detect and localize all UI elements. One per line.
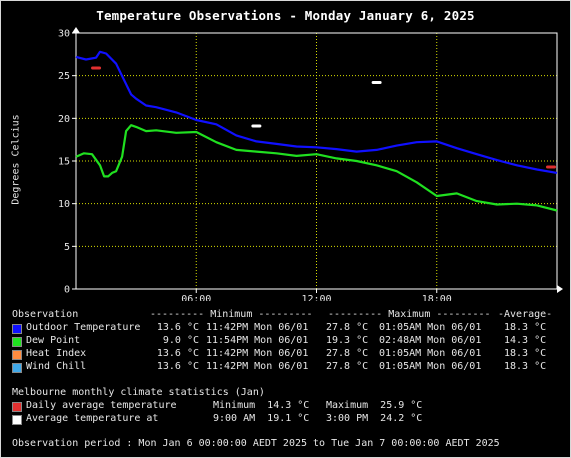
temperature-chart: 0 5 10 15 20 25 30 06:00 12:00 18:00 xyxy=(58,27,563,301)
y-tick-label: 5 xyxy=(64,242,70,253)
y-tick-label: 0 xyxy=(64,285,70,296)
stats-min-val: 13.6 °C xyxy=(156,322,199,333)
daily-average-label: Daily average temperature xyxy=(26,400,177,411)
x-tick-label: 12:00 xyxy=(301,294,331,301)
legend-swatch-dew-point xyxy=(12,337,22,347)
stats-min-time: 11:42PM Mon 06/01 xyxy=(206,322,309,333)
stats-header-minimum: --------- Minimum --------- xyxy=(150,309,313,320)
climate-marker-daily-average-temperature xyxy=(546,165,556,169)
series-line-outdoor-temperature xyxy=(75,50,558,174)
legend-swatch-outdoor-temperature xyxy=(12,324,22,334)
x-tick-label: 18:00 xyxy=(422,294,452,301)
y-axis-arrow xyxy=(72,27,80,33)
y-tick-label: 25 xyxy=(58,71,70,82)
stats-max-val: 19.3 °C xyxy=(326,335,369,346)
stats-avg: 18.3 °C xyxy=(504,361,547,372)
average-at-label: Average temperature at xyxy=(26,413,159,424)
stats-min-val: 9.0 °C xyxy=(162,335,199,346)
y-tick-label: 15 xyxy=(58,157,70,168)
stats-max-val: 27.8 °C xyxy=(326,361,369,372)
stats-label: Heat Index xyxy=(26,348,87,359)
stats-header-observation: Observation xyxy=(12,309,79,320)
stats-header-average: -Average- xyxy=(498,309,553,320)
stats-min-time: 11:42PM Mon 06/01 xyxy=(206,348,309,359)
daily-average-maximum: Maximum 25.9 °C xyxy=(326,400,423,411)
stats-max-time: 01:05AM Mon 06/01 xyxy=(379,322,482,333)
stats-avg: 18.3 °C xyxy=(504,348,547,359)
stats-min-val: 13.6 °C xyxy=(156,361,199,372)
legend-swatch-average-at xyxy=(12,415,22,425)
stats-label: Wind Chill xyxy=(26,361,87,372)
stats-label: Dew Point xyxy=(26,335,81,346)
y-axis-label: Degrees Celcius xyxy=(10,114,22,205)
legend-swatch-daily-average xyxy=(12,402,22,412)
average-at-afternoon: 3:00 PM 24.2 °C xyxy=(326,413,423,424)
stats-max-val: 27.8 °C xyxy=(326,348,369,359)
x-tick-label: 06:00 xyxy=(181,294,211,301)
stats-avg: 14.3 °C xyxy=(504,335,547,346)
stats-max-time: 01:05AM Mon 06/01 xyxy=(379,348,482,359)
y-tick-label: 30 xyxy=(58,29,70,40)
y-tick-label: 10 xyxy=(58,199,70,210)
climate-marker-average-temperature-at xyxy=(371,80,382,84)
stats-min-time: 11:42PM Mon 06/01 xyxy=(206,361,309,372)
plot-frame xyxy=(75,32,558,290)
x-axis-arrow xyxy=(557,285,563,293)
climate-heading: Melbourne monthly climate statistics (Ja… xyxy=(12,387,265,398)
average-at-morning: 9:00 AM 19.1 °C xyxy=(213,413,310,424)
stats-min-time: 11:54PM Mon 06/01 xyxy=(206,335,309,346)
stats-max-val: 27.8 °C xyxy=(326,322,369,333)
stats-avg: 18.3 °C xyxy=(504,322,547,333)
chart-title: Temperature Observations - Monday Januar… xyxy=(96,8,475,23)
y-tick-label: 20 xyxy=(58,114,70,125)
stats-label: Outdoor Temperature xyxy=(26,322,141,333)
climate-marker-average-temperature-at xyxy=(251,124,262,128)
climate-marker-daily-average-temperature xyxy=(91,66,102,70)
stats-header-maximum: --------- Maximum --------- xyxy=(328,309,491,320)
stats-min-val: 13.6 °C xyxy=(156,348,199,359)
series-line-dew-point xyxy=(75,124,558,212)
legend-swatch-wind-chill xyxy=(12,363,22,373)
observation-period: Observation period : Mon Jan 6 00:00:00 … xyxy=(12,438,500,449)
legend-swatch-heat-index xyxy=(12,350,22,360)
daily-average-minimum: Minimum 14.3 °C xyxy=(213,400,310,411)
stats-max-time: 01:05AM Mon 06/01 xyxy=(379,361,482,372)
stats-max-time: 02:48AM Mon 06/01 xyxy=(379,335,482,346)
